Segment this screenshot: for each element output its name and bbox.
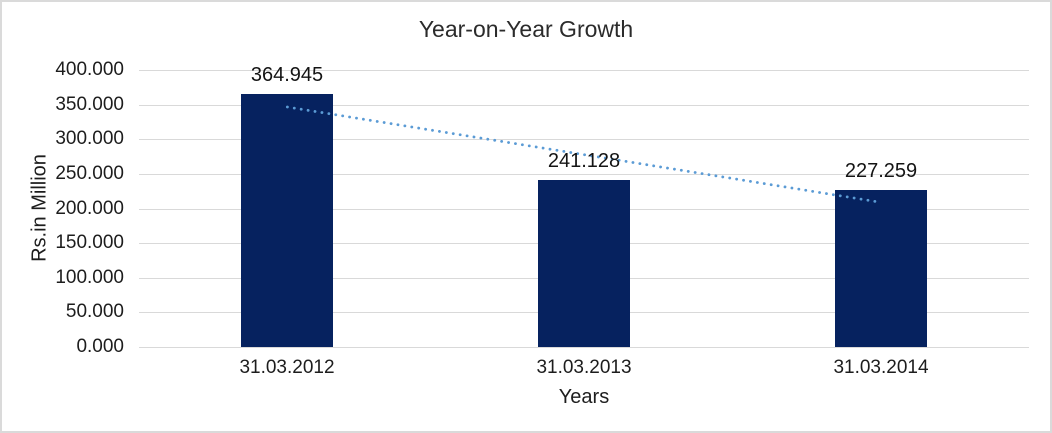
y-tick-label: 300.000	[55, 128, 124, 149]
x-tick-label: 31.03.2013	[536, 357, 632, 378]
y-tick-label: 150.000	[55, 232, 124, 253]
chart-title: Year-on-Year Growth	[418, 16, 634, 42]
gridline	[139, 139, 1029, 140]
bar	[538, 180, 630, 347]
y-tick-label: 50.000	[65, 301, 124, 322]
gridline	[139, 347, 1029, 348]
y-tick-label: 0.000	[76, 336, 124, 357]
bar-data-label: 364.945	[250, 64, 324, 86]
trendline	[285, 105, 883, 204]
x-axis-title: Years	[558, 386, 610, 408]
y-tick-label: 250.000	[55, 163, 124, 184]
trendline-path	[285, 105, 883, 204]
gridline	[139, 174, 1029, 175]
plot-area	[139, 70, 1029, 348]
y-tick-label: 100.000	[55, 267, 124, 288]
x-tick-label: 31.03.2012	[239, 357, 335, 378]
y-tick-label: 400.000	[55, 59, 124, 80]
bar-data-label: 227.259	[844, 160, 918, 182]
gridline	[139, 105, 1029, 106]
x-tick-label: 31.03.2014	[833, 357, 929, 378]
y-tick-label: 200.000	[55, 198, 124, 219]
y-tick-label: 350.000	[55, 94, 124, 115]
bar	[241, 94, 333, 347]
gridline	[139, 70, 1029, 71]
bar	[835, 190, 927, 347]
bar-data-label: 241.128	[547, 150, 621, 172]
